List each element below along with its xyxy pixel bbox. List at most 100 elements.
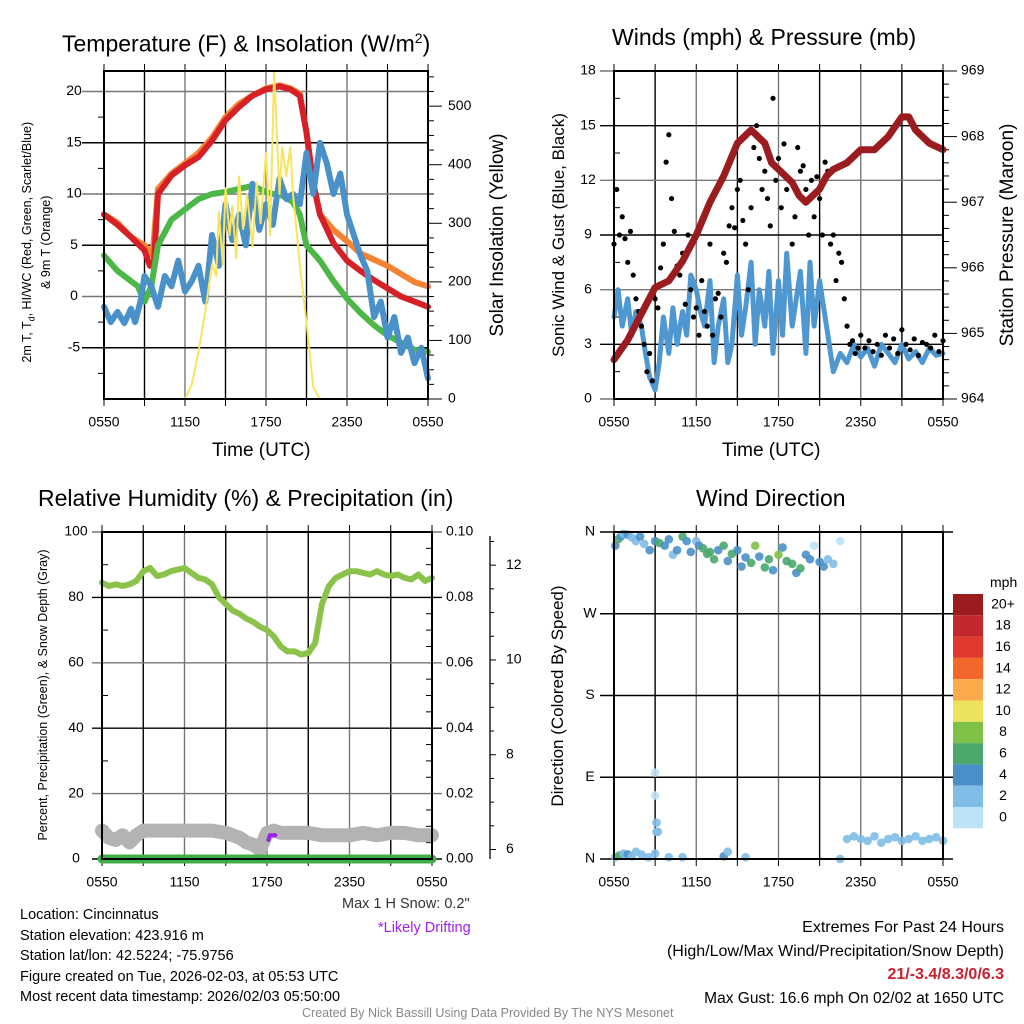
gust-point [671,228,677,234]
gust-point [789,241,795,247]
gust-point [668,195,675,202]
gust-point [770,95,776,101]
colorbar-swatch [953,807,983,829]
colorbar-swatch [953,764,983,786]
gust-point [923,341,930,347]
gust-point [677,272,683,278]
series-relative-humidity [99,565,435,658]
gust-point [811,214,817,220]
title-end: ) [422,30,431,57]
direction-point [686,547,696,557]
y2-tick-label: 0.00 [446,850,473,866]
y-tick-label: 12 [580,171,596,187]
y-tick-label: 15 [66,133,82,149]
direction-point [760,563,770,572]
y-tick-label: 10 [66,185,82,201]
colorbar-swatch [953,594,983,616]
gust-point [718,314,724,320]
colorbar-tick-label: 18 [995,617,1011,633]
x-tick-label: 0550 [927,874,958,890]
series-sonic-wind [611,250,946,393]
gust-point [932,332,938,338]
gust-point [622,236,628,242]
gust-point [649,378,655,384]
direction-point [733,545,742,555]
direction-point [650,768,660,778]
plot-frame [613,70,944,400]
gust-point [822,159,828,165]
gust-point [751,144,757,151]
gust-point [915,352,921,358]
gust-point [710,332,716,338]
colorbar-tick-label: 20+ [991,595,1015,611]
y-tick-label: 18 [580,62,596,78]
gust-point [775,155,782,162]
gust-point [734,186,740,193]
gust-point [690,314,697,320]
gust-point [773,177,779,183]
series-likely-drifting [266,833,278,842]
x-tick-label: 1750 [250,414,281,430]
extremes-title: Extremes For Past 24 Hours [802,919,1004,936]
colorbar-unit-label: mph [990,574,1018,590]
direction-point [653,827,663,837]
direction-point [705,547,715,557]
gust-point [882,332,889,338]
direction-point [819,562,829,571]
gust-point [919,339,926,346]
gust-point [641,341,647,347]
gust-point [630,272,636,278]
gust-point [764,195,771,202]
plot-frame [103,70,429,400]
colorbar-tick-label: 4 [999,766,1007,782]
humidity-chart-title: Relative Humidity (%) & Precipitation (i… [38,485,454,511]
direction-point [719,541,728,550]
winds-y2-label: Station Pressure (Maroon) [997,123,1018,347]
winds-y-label: Sonic Wind & Gust (Blue, Black) [549,113,568,357]
y3-tick-label: 6 [506,840,514,856]
gust-point [899,327,905,333]
y2-tick-label: 0.06 [446,654,473,670]
title-text: Temperature (F) & Insolation (W/m [62,30,415,57]
gust-point [827,241,834,247]
y-tick-label: N [585,850,595,866]
direction-point [682,536,691,546]
gust-point [874,341,880,347]
gust-point [740,217,746,224]
y3-tick-label: 10 [506,651,522,667]
y-tick-label: W [583,604,597,620]
colorbar-swatch [953,679,983,701]
temperature-chart-title: Temperature (F) & Insolation (W/m2) [62,30,430,58]
direction-point [672,545,682,555]
colorbar-tick-label: 2 [999,787,1007,803]
direction-point [897,836,907,846]
gust-point [911,336,917,342]
gust-point [849,338,856,344]
ylabel-part-end: , HI/WC (Red, Green, Scarlet/Blue) [19,121,34,317]
plot-frame [613,531,944,860]
x-tick-label: 2350 [845,874,876,890]
gust-point [721,250,727,256]
temperature-y-label: 2m T, Td, HI/WC (Red, Green, Scarlet/Blu… [20,102,53,382]
gust-point [666,132,672,138]
direction-point [870,831,879,841]
gust-point [614,186,620,193]
series-wind-chill [101,139,431,382]
direction-point [637,850,646,859]
gust-point [638,323,645,329]
colorbar-tick-label: 10 [995,702,1011,718]
gust-point [699,277,705,284]
humidity-y-label: Percent, Precipitation (Green), & Snow D… [36,549,50,841]
y2-tick-label: 0.10 [446,523,473,539]
direction-point [709,554,719,564]
max-snow-annotation: Max 1 H Snow: 0.2" [342,896,470,912]
gust-point [658,265,664,271]
y2-tick-label: 969 [961,62,985,78]
elevation-text: Station elevation: 423.916 m [20,927,204,944]
gust-point [803,186,809,193]
wind-direction-chart-title: Wind Direction [696,485,846,511]
direction-point [796,564,805,573]
direction-point [660,541,670,550]
gust-point [759,186,765,193]
